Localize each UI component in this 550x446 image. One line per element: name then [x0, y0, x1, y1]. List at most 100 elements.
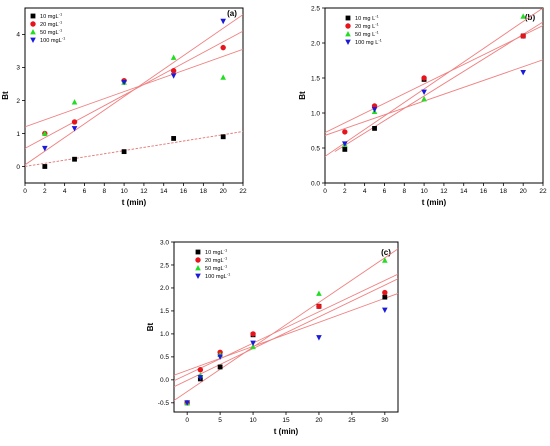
data-point: [217, 364, 223, 370]
legend-entry-4-label: 100 mgL-1: [40, 36, 66, 45]
fit-line-1: [334, 21, 543, 152]
x-tick-label: 2: [343, 188, 347, 195]
x-tick-label: 12: [440, 188, 448, 195]
legend-entry-1-unit-sup: -1: [224, 248, 228, 253]
data-point: [316, 335, 322, 341]
legend-entry-3-name: 50 mgL: [40, 30, 59, 36]
data-point: [71, 126, 78, 132]
legend-entry-3-label: 50 mg L-1: [355, 30, 380, 39]
x-tick-label: 10: [120, 188, 128, 195]
data-point: [72, 156, 77, 162]
fit-line-2: [174, 273, 398, 382]
x-tick-label: 5: [218, 417, 222, 424]
x-tick-label: 10: [249, 417, 257, 424]
data-point: [170, 73, 177, 79]
x-tick-label: 14: [460, 188, 468, 195]
legend-entry-1-label: 10 mgL-1: [40, 12, 63, 21]
series-1-points: [42, 134, 226, 169]
legend-marker: [195, 273, 201, 279]
series-4-points: [342, 70, 526, 147]
series-2-points: [342, 33, 526, 135]
data-point: [220, 18, 226, 25]
legend-entry-1-name: 10 mg L: [355, 16, 375, 22]
data-point: [197, 367, 204, 373]
legend-entry-4-unit-sup: -1: [62, 36, 66, 41]
legend-entry-3-name: 50 mg L: [355, 32, 375, 38]
legend-entry-3-label: 50 mgL-1: [40, 28, 63, 37]
y-tick-label: 1.5: [160, 308, 169, 315]
data-point: [220, 44, 226, 51]
legend-entry-2-unit-sup: -1: [59, 20, 63, 25]
panel-label: (a): [227, 9, 237, 18]
legend-entry-2-unit-sup: -1: [375, 22, 379, 27]
data-point: [382, 307, 388, 313]
legend-marker: [345, 31, 351, 37]
legend-entry-2-unit-sup: -1: [224, 256, 228, 261]
fit-line-1: [174, 278, 398, 388]
data-point: [316, 303, 322, 310]
x-tick-label: 18: [200, 188, 208, 195]
legend-entry-3-unit-sup: -1: [59, 28, 63, 33]
data-point: [382, 294, 388, 300]
x-tick-label: 10: [420, 188, 428, 195]
y-tick-label: 1.5: [311, 75, 320, 82]
series-1-points: [342, 33, 526, 152]
x-tick-label: 20: [315, 417, 323, 424]
x-tick-label: 8: [102, 188, 106, 195]
legend-marker: [30, 21, 36, 27]
legend-entry-1-label: 10 mgL-1: [205, 248, 228, 257]
data-point: [520, 13, 526, 19]
y-tick-label: 0: [16, 164, 20, 171]
data-point: [42, 130, 48, 136]
y-tick-label: 2.5: [160, 262, 169, 269]
data-point: [421, 89, 427, 95]
data-point: [184, 400, 190, 406]
y-tick-label: 2.5: [311, 5, 320, 12]
y-tick-label: 2.0: [311, 40, 320, 47]
data-point: [372, 126, 377, 131]
x-tick-label: 20: [520, 188, 528, 195]
data-point: [342, 147, 348, 152]
legend-entry-3-name: 50 mgL: [205, 266, 224, 272]
x-tick-label: 4: [63, 188, 67, 195]
y-tick-label: 0.5: [311, 145, 320, 152]
data-point: [197, 375, 204, 381]
x-tick-label: 8: [402, 188, 406, 195]
y-tick-label: 2.0: [160, 285, 169, 292]
legend-entry-4-name: 100 mgL: [205, 274, 227, 280]
y-tick-label: 0.0: [160, 377, 169, 384]
data-point: [421, 96, 427, 102]
legend-entry-1-unit-sup: -1: [59, 12, 63, 17]
legend-entry-1-unit-sup: -1: [375, 14, 379, 19]
legend-entry-4-name: 100 mg L: [355, 40, 378, 46]
legend-entry-1-name: 10 mgL: [205, 250, 224, 256]
y-tick-label: 1.0: [311, 110, 320, 117]
x-tick-label: 0: [323, 188, 327, 195]
y-tick-label: 0.5: [160, 354, 169, 361]
x-tick-label: 6: [383, 188, 387, 195]
legend-entry-4-label: 100 mg L-1: [355, 38, 383, 47]
legend-entry-2-name: 20 mg L: [355, 24, 375, 30]
legend-entry-1-name: 10 mgL: [40, 14, 59, 20]
data-point: [250, 340, 256, 347]
y-tick-label: 1.0: [160, 331, 169, 338]
legend-entry-4-label: 100 mgL-1: [205, 272, 231, 281]
data-point: [220, 74, 226, 80]
x-tick-label: 20: [220, 188, 228, 195]
legend-entry-1-label: 10 mg L-1: [355, 14, 380, 23]
series-1-points: [184, 294, 388, 406]
data-point: [342, 141, 348, 147]
legend-marker: [195, 257, 201, 263]
x-tick-label: 15: [282, 417, 290, 424]
data-point: [220, 134, 226, 140]
panel-label: (c): [381, 248, 391, 257]
legend-entry-3-label: 50 mgL-1: [205, 264, 228, 273]
chart-panel-3: 0 5 10 15 20 25 30 -0.5 0.0 0.5 1.0 1.5 2.0 2.5 3.0 t (…: [146, 239, 399, 436]
legend-entry-2-name: 20 mgL: [205, 258, 224, 264]
fit-line-3: [174, 248, 398, 401]
legend-entry-4-unit-sup: -1: [378, 38, 382, 43]
y-tick-label: 0.0: [311, 180, 320, 187]
legend-marker: [195, 249, 201, 255]
series-2-points: [184, 289, 388, 406]
